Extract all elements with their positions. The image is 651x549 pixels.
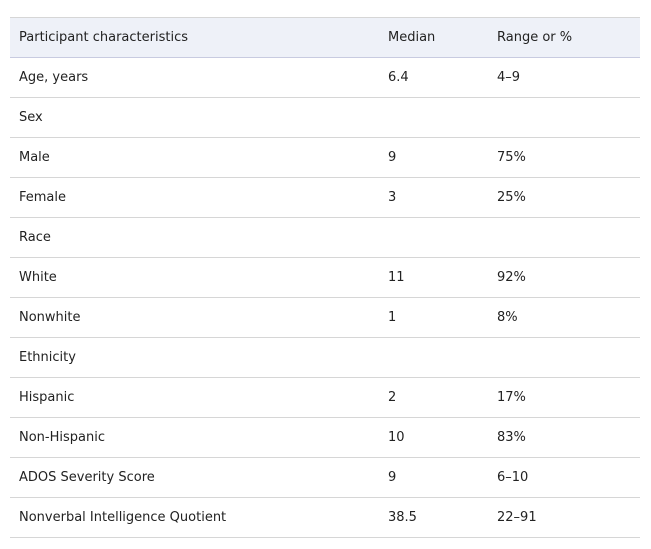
header-row: Participant characteristics Median Range o… xyxy=(10,17,640,58)
table-cell: 92% xyxy=(488,257,640,298)
header-cell: Median xyxy=(379,17,488,58)
empty-cell xyxy=(488,217,640,258)
table-row: Female 3 25% xyxy=(10,177,640,218)
table-cell: Nonverbal Intelligence Quotient xyxy=(10,497,379,538)
table-cell: Non-Hispanic xyxy=(10,417,379,458)
characteristics-table: Participant characteristics Median Range o… xyxy=(10,17,640,538)
table-row: Male 9 75% xyxy=(10,137,640,178)
table-cell: 22–91 xyxy=(488,497,640,538)
table-row: Age, years 6.4 4–9 xyxy=(10,57,640,98)
table-cell: Age, years xyxy=(10,57,379,98)
table-row: Ethnicity xyxy=(10,337,640,378)
header-cell: Participant characteristics xyxy=(10,17,379,58)
table-row: Hispanic 2 17% xyxy=(10,377,640,418)
table-cell: ADOS Severity Score xyxy=(10,457,379,498)
empty-cell xyxy=(379,337,488,378)
table-cell: 2 xyxy=(379,377,488,418)
table-row: Race xyxy=(10,217,640,258)
table-cell: White xyxy=(10,257,379,298)
table-row: Nonverbal Intelligence Quotient 38.5 22–91 xyxy=(10,497,640,538)
table-cell: 4–9 xyxy=(488,57,640,98)
table-cell: Hispanic xyxy=(10,377,379,418)
empty-cell xyxy=(488,97,640,138)
table-row: ADOS Severity Score 9 6–10 xyxy=(10,457,640,498)
header-cell: Range or % xyxy=(488,17,640,58)
empty-cell xyxy=(488,337,640,378)
table-cell: 10 xyxy=(379,417,488,458)
table-cell: Ethnicity xyxy=(10,337,379,378)
table-cell: Female xyxy=(10,177,379,218)
table-cell: 83% xyxy=(488,417,640,458)
table-cell: Male xyxy=(10,137,379,178)
empty-cell xyxy=(379,217,488,258)
table-cell: 9 xyxy=(379,137,488,178)
table-cell: 8% xyxy=(488,297,640,338)
table-cell: 25% xyxy=(488,177,640,218)
table-row: Non-Hispanic 10 83% xyxy=(10,417,640,458)
table-cell: Nonwhite xyxy=(10,297,379,338)
table-cell: 1 xyxy=(379,297,488,338)
table-cell: Sex xyxy=(10,97,379,138)
table-cell: 3 xyxy=(379,177,488,218)
table-row: Sex xyxy=(10,97,640,138)
table-cell: 17% xyxy=(488,377,640,418)
table-cell: 11 xyxy=(379,257,488,298)
table-cell: 75% xyxy=(488,137,640,178)
table-cell: 9 xyxy=(379,457,488,498)
table-row: Nonwhite 1 8% xyxy=(10,297,640,338)
table-cell: 6.4 xyxy=(379,57,488,98)
table-cell: Race xyxy=(10,217,379,258)
empty-cell xyxy=(379,97,488,138)
table-row: White 11 92% xyxy=(10,257,640,298)
table-cell: 38.5 xyxy=(379,497,488,538)
table-cell: 6–10 xyxy=(488,457,640,498)
